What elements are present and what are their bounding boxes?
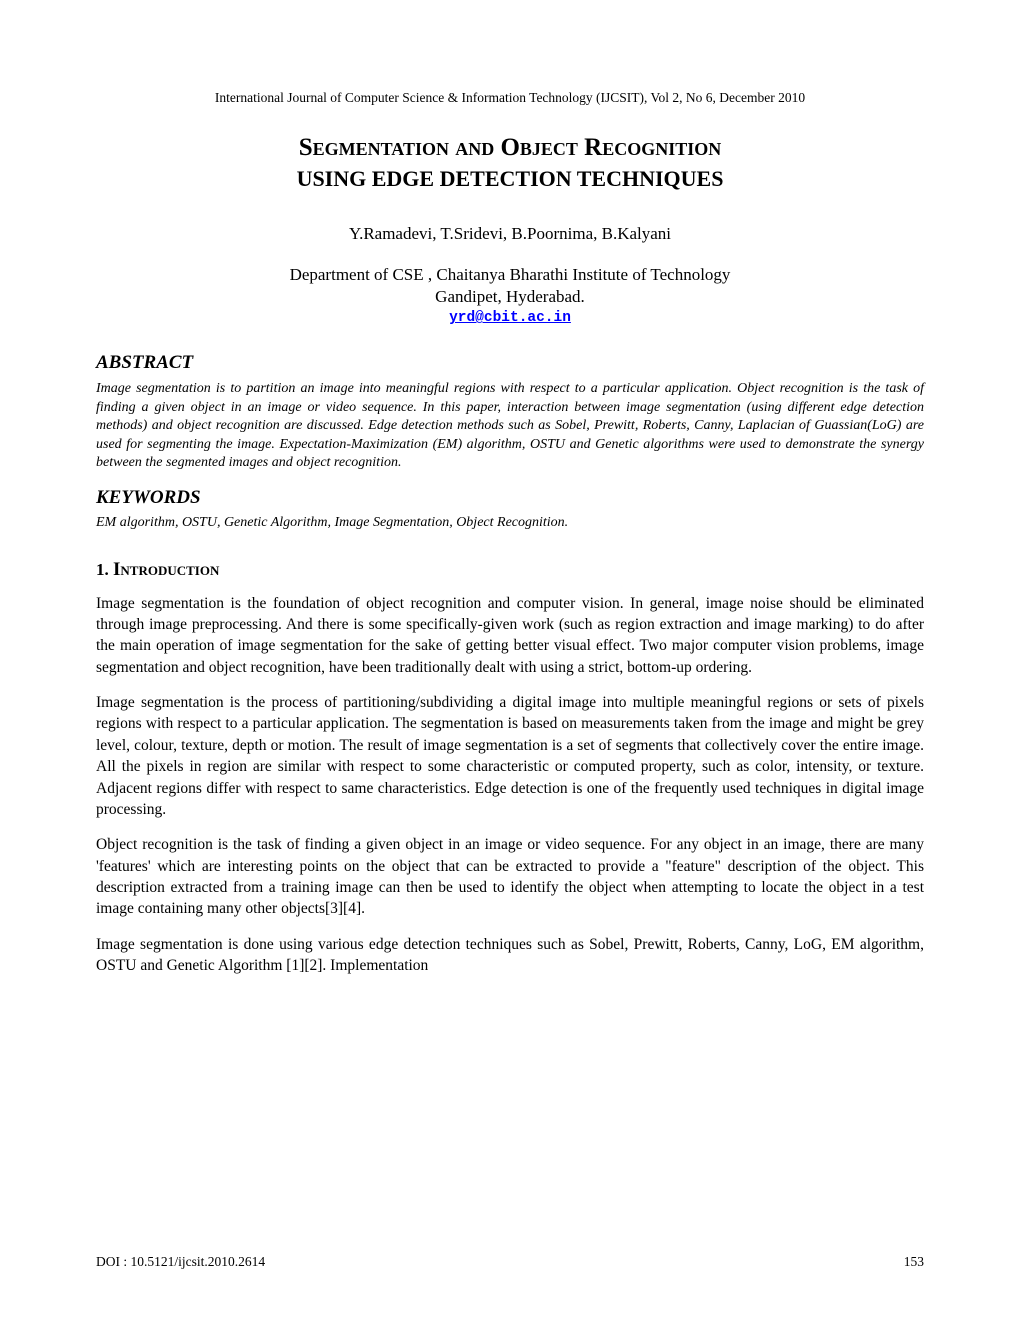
page-number: 153 <box>904 1254 924 1270</box>
journal-header: International Journal of Computer Scienc… <box>96 90 924 106</box>
paper-title-line1: Segmentation and Object Recognition <box>96 134 924 162</box>
paragraph-3: Object recognition is the task of findin… <box>96 834 924 920</box>
keywords-heading: KEYWORDS <box>96 487 924 509</box>
affiliation-line1: Department of CSE , Chaitanya Bharathi I… <box>290 265 731 284</box>
paper-title-line2: USING EDGE DETECTION TECHNIQUES <box>96 166 924 192</box>
affiliation: Department of CSE , Chaitanya Bharathi I… <box>96 264 924 308</box>
page-container: International Journal of Computer Scienc… <box>0 0 1020 1320</box>
intro-heading-number: 1. <box>96 560 109 579</box>
affiliation-line2: Gandipet, Hyderabad. <box>435 287 585 306</box>
paragraph-1: Image segmentation is the foundation of … <box>96 593 924 679</box>
abstract-text: Image segmentation is to partition an im… <box>96 380 924 472</box>
abstract-heading: ABSTRACT <box>96 352 924 374</box>
authors: Y.Ramadevi, T.Sridevi, B.Poornima, B.Kal… <box>96 224 924 244</box>
author-email[interactable]: yrd@cbit.ac.in <box>96 310 924 326</box>
introduction-heading: 1. Introduction <box>96 559 924 581</box>
intro-heading-word: Introduction <box>113 559 219 580</box>
doi-text: DOI : 10.5121/ijcsit.2010.2614 <box>96 1254 265 1270</box>
keywords-text: EM algorithm, OSTU, Genetic Algorithm, I… <box>96 515 924 531</box>
paragraph-4: Image segmentation is done using various… <box>96 934 924 977</box>
page-footer: DOI : 10.5121/ijcsit.2010.2614 153 <box>96 1254 924 1270</box>
paragraph-2: Image segmentation is the process of par… <box>96 692 924 820</box>
